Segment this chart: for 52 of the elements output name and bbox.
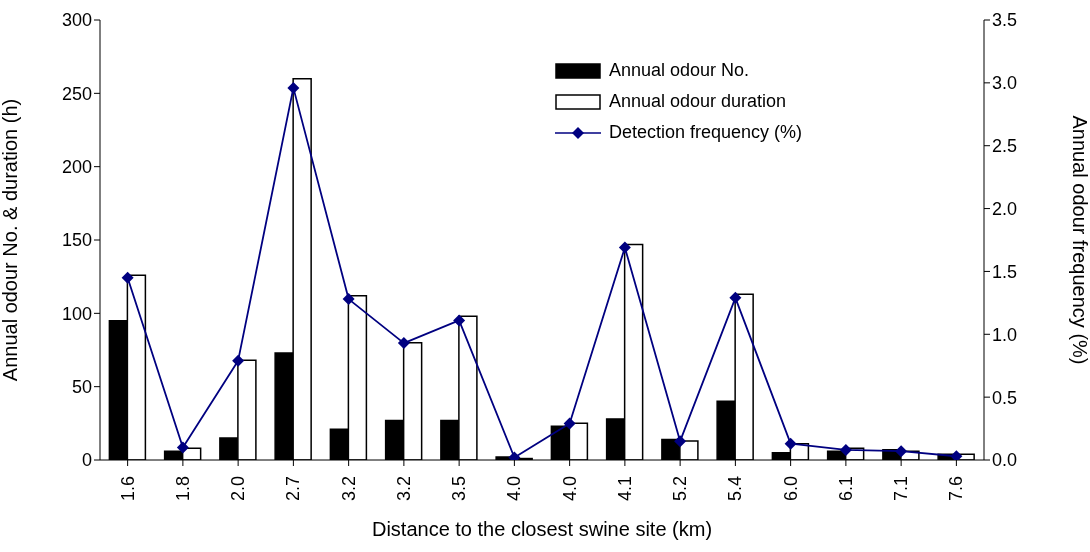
y-axis-title: Annual odour No. & duration (h) <box>0 98 22 382</box>
point <box>121 271 134 284</box>
y2-tick-label: 3.5 <box>992 10 1018 31</box>
legend-label: Annual odour No. <box>609 59 750 82</box>
y-tick-label: 250 <box>61 83 92 104</box>
point <box>729 291 742 304</box>
y2-tick-label: 2.0 <box>992 198 1018 219</box>
x-tick-label: 7.6 <box>946 476 967 502</box>
point <box>618 241 631 254</box>
x-tick-label: 2.0 <box>228 476 249 502</box>
x-tick-label: 7.1 <box>891 476 912 502</box>
y2-tick-label: 1.5 <box>992 261 1018 282</box>
point <box>895 445 908 458</box>
point <box>950 450 963 460</box>
x-tick-label: 3.2 <box>338 476 359 502</box>
y-tick-label: 150 <box>61 230 92 251</box>
x-tick-label: 3.5 <box>449 476 470 502</box>
point <box>287 81 300 94</box>
y-tick-label: 300 <box>61 10 92 31</box>
x-tick-label: 3.2 <box>393 476 414 502</box>
legend-label: Annual odour duration <box>609 90 787 113</box>
point <box>839 443 852 456</box>
x-tick-label: 4.0 <box>504 476 525 502</box>
point <box>397 337 410 350</box>
y2-axis-title: Annual odour frequency (%) <box>1068 115 1090 365</box>
x-tick-label: 6.1 <box>835 476 856 502</box>
y2-tick-label: 3.0 <box>992 73 1018 94</box>
point <box>232 354 245 367</box>
y2-tick-label: 2.5 <box>992 136 1018 157</box>
x-tick-label: 2.7 <box>283 476 304 502</box>
x-axis-title: Distance to the closest swine site (km) <box>371 518 713 540</box>
y-tick-label: 200 <box>61 157 92 178</box>
point <box>342 293 355 306</box>
x-tick-label: 5.2 <box>670 476 691 502</box>
x-tick-label: 1.8 <box>172 476 193 502</box>
y-tick-label: 50 <box>71 377 92 398</box>
point <box>674 435 687 448</box>
y-tick-label: 0 <box>81 450 92 471</box>
point <box>563 417 576 430</box>
x-tick-label: 6.0 <box>780 476 801 502</box>
y2-tick-label: 0.5 <box>992 387 1018 408</box>
point <box>453 314 466 327</box>
x-tick-label: 5.4 <box>725 476 746 502</box>
legend-label: Detection frequency (%) <box>609 121 803 144</box>
point <box>784 437 797 450</box>
x-tick-label: 1.6 <box>117 476 138 502</box>
y2-tick-label: 1.0 <box>992 324 1018 345</box>
y2-tick-label: 0.0 <box>992 450 1018 471</box>
x-tick-label: 4.1 <box>614 476 635 502</box>
x-tick-label: 4.0 <box>559 476 580 502</box>
point <box>176 441 189 454</box>
y-tick-label: 100 <box>61 303 92 324</box>
